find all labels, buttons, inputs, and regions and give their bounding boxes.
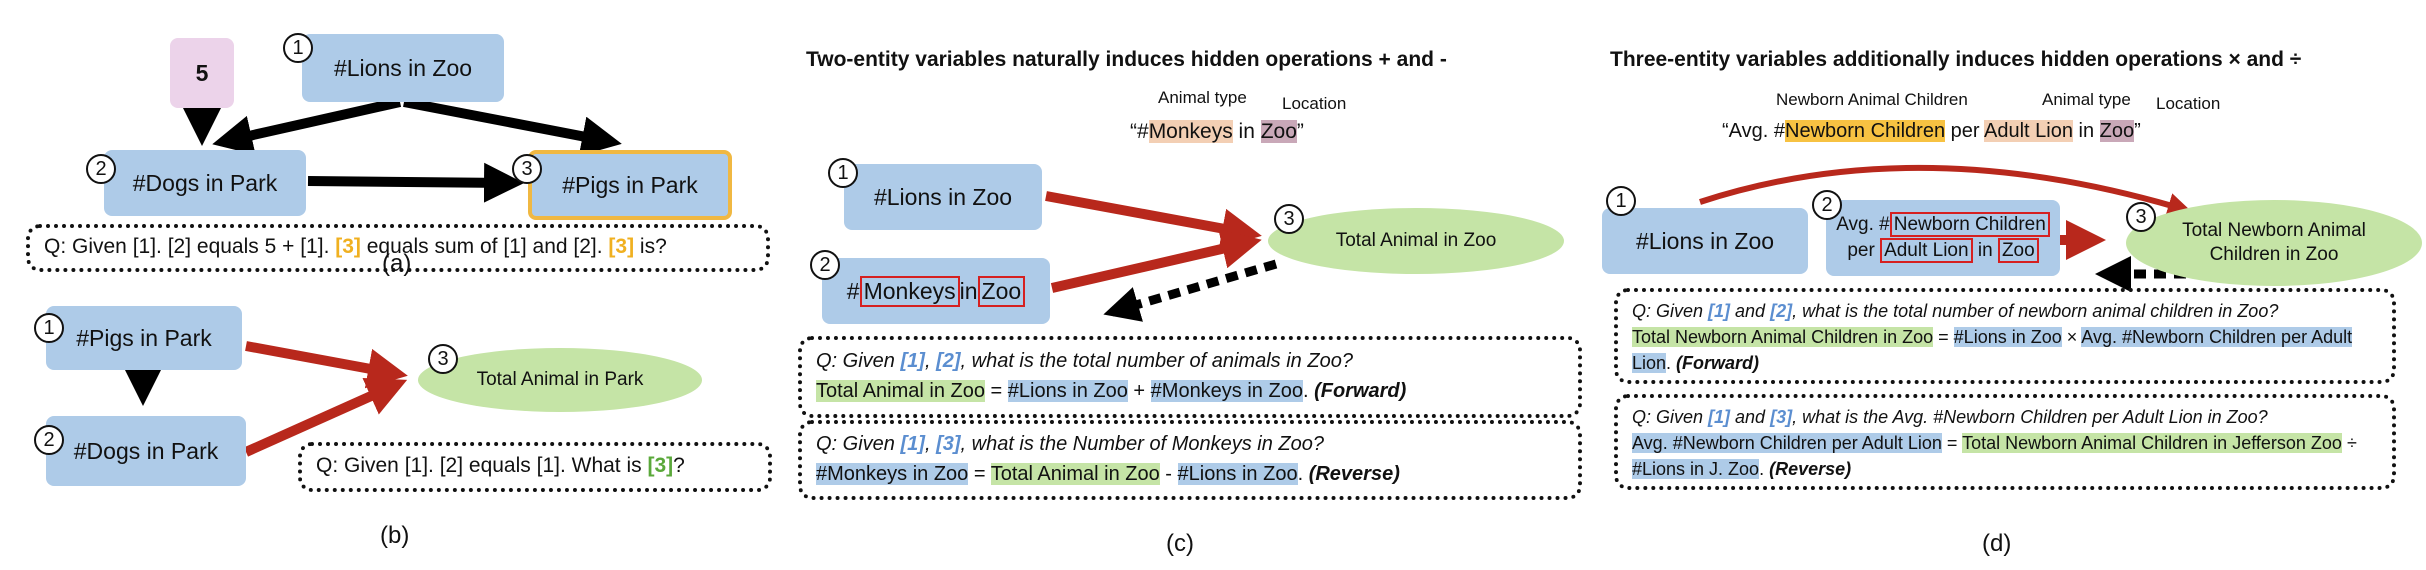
arrow-c-reverse bbox=[1103, 259, 1278, 322]
label-newborn-children-d: Newborn Animal Children bbox=[1776, 90, 1968, 109]
arrow-b-pigs-to-total bbox=[245, 341, 408, 389]
arrow-d-lions-to-total bbox=[1699, 164, 2192, 217]
num-badge-d1: 1 bbox=[1606, 186, 1636, 216]
num-badge-a1: 1 bbox=[283, 33, 313, 63]
question-box-a: Q: Given [1]. [2] equals 5 + [1]. [3] eq… bbox=[26, 224, 770, 272]
num-badge-d3: 3 bbox=[2126, 202, 2156, 232]
num-badge-b2: 2 bbox=[34, 425, 64, 455]
entity-box-adult-lion: Adult Lion bbox=[1880, 238, 1973, 263]
arrow-a-lions-to-dogs bbox=[212, 97, 402, 155]
num-badge-b3: 3 bbox=[428, 344, 458, 374]
caption-d: (d) bbox=[1982, 530, 2012, 557]
question-box-d-forward: Q: Given [1] and [2], what is the total … bbox=[1614, 288, 2396, 384]
label-location-d: Location bbox=[2156, 94, 2221, 113]
arrow-a-lions-to-pigs bbox=[403, 97, 622, 156]
question-box-d-reverse: Q: Given [1] and [3], what is the Avg. #… bbox=[1614, 394, 2396, 490]
entity-box-newborn-children: Newborn Children bbox=[1889, 212, 2050, 237]
node-a2-dogs-in-park: #Dogs in Park bbox=[104, 150, 306, 216]
header-c: Two-entity variables naturally induces h… bbox=[806, 48, 1447, 71]
caption-a: (a) bbox=[382, 250, 412, 277]
question-box-c-reverse: Q: Given [1], [3], what is the Number of… bbox=[798, 420, 1582, 500]
entity-box-zoo: Zoo bbox=[977, 275, 1026, 307]
caption-b: (b) bbox=[380, 522, 410, 549]
node-a1-lions-in-zoo: #Lions in Zoo bbox=[302, 34, 504, 102]
node-c3-total-animal-in-zoo: Total Animal in Zoo bbox=[1268, 208, 1564, 274]
entity-box-monkeys: Monkeys bbox=[859, 275, 960, 307]
node-c1-lions-in-zoo: #Lions in Zoo bbox=[844, 164, 1042, 230]
num-badge-c1: 1 bbox=[828, 158, 858, 188]
question-box-b: Q: Given [1]. [2] equals [1]. What is [3… bbox=[298, 442, 772, 492]
node-d1-lions-in-zoo: #Lions in Zoo bbox=[1602, 208, 1808, 274]
node-b3-total-animal-in-park: Total Animal in Park bbox=[418, 348, 702, 412]
arrow-c-monkeys-to-total bbox=[1050, 229, 1262, 293]
node-b2-dogs-in-park: #Dogs in Park bbox=[46, 416, 246, 486]
num-badge-a2: 2 bbox=[86, 154, 116, 184]
header-d: Three-entity variables additionally indu… bbox=[1610, 48, 2302, 71]
node-d2-avg-newborn-children: Avg. # Newborn Children per Adult Lion in… bbox=[1826, 200, 2060, 276]
num-badge-c3: 3 bbox=[1274, 204, 1304, 234]
num-badge-d2: 2 bbox=[1812, 190, 1842, 220]
phrase-c: “#Monkeys in Zoo” bbox=[1130, 120, 1304, 143]
node-a3-pigs-in-park: #Pigs in Park bbox=[528, 150, 732, 220]
label-location-c: Location bbox=[1282, 94, 1347, 113]
constant-node: 5 bbox=[170, 38, 234, 108]
arrow-c-lions-to-total bbox=[1045, 191, 1262, 249]
entity-box-zoo-d: Zoo bbox=[1997, 238, 2039, 263]
label-animal-type-c: Animal type bbox=[1158, 88, 1247, 107]
node-d3-total-newborn-children: Total Newborn Animal Children in Zoo bbox=[2126, 200, 2422, 286]
node-c2-monkeys-in-zoo: # Monkeys in Zoo bbox=[822, 258, 1050, 324]
arrow-a-dogs-to-pigs bbox=[307, 162, 524, 203]
node-b1-pigs-in-park: #Pigs in Park bbox=[46, 306, 242, 370]
num-badge-a3: 3 bbox=[512, 154, 542, 184]
num-badge-b1: 1 bbox=[34, 313, 64, 343]
arrow-b-dogs-to-total bbox=[243, 377, 408, 457]
label-animal-type-d: Animal type bbox=[2042, 90, 2131, 109]
caption-c: (c) bbox=[1166, 530, 1194, 557]
phrase-d: “Avg. #Newborn Children per Adult Lion i… bbox=[1722, 120, 2141, 142]
num-badge-c2: 2 bbox=[810, 250, 840, 280]
question-box-c-forward: Q: Given [1], [2], what is the total num… bbox=[798, 336, 1582, 418]
